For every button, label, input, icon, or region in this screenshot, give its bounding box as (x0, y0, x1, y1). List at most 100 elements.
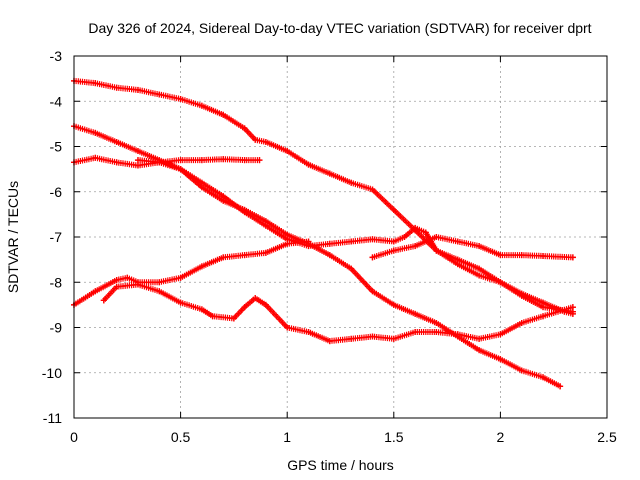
data-point (497, 356, 504, 363)
data-point (220, 193, 227, 200)
data-point (220, 111, 227, 118)
y-tick-label: -9 (50, 320, 63, 336)
data-point (262, 222, 269, 229)
series-sat-g (369, 234, 576, 261)
data-point (540, 374, 547, 381)
data-point (476, 265, 483, 272)
data-point (497, 252, 504, 259)
data-point (177, 157, 184, 164)
data-point (262, 301, 269, 308)
data-point (369, 333, 376, 340)
data-point (177, 274, 184, 281)
data-point (348, 179, 355, 186)
x-tick-label: 2 (497, 429, 505, 445)
data-point (220, 156, 227, 163)
data-point (422, 229, 429, 236)
data-point (241, 209, 248, 216)
data-point (305, 329, 312, 336)
data-point (241, 125, 248, 132)
x-tick-label: 1 (283, 429, 291, 445)
y-tick-label: -5 (50, 139, 63, 155)
data-point (348, 335, 355, 342)
data-point (113, 276, 120, 283)
data-point (348, 265, 355, 272)
data-point (124, 274, 131, 281)
data-point (156, 159, 163, 166)
x-tick-label: 0 (70, 429, 78, 445)
data-point (433, 319, 440, 326)
data-point (241, 157, 248, 164)
data-point (198, 157, 205, 164)
data-point (134, 281, 141, 288)
data-point (412, 329, 419, 336)
data-point (390, 206, 397, 213)
x-tick-label: 2.5 (597, 429, 617, 445)
data-point (518, 319, 525, 326)
data-point (326, 170, 333, 177)
data-point (113, 138, 120, 145)
data-point (369, 236, 376, 243)
plus-markers (71, 154, 263, 169)
data-point (433, 234, 440, 240)
data-point (156, 288, 163, 295)
data-point (497, 331, 504, 338)
data-point (100, 297, 107, 304)
series-sat-c (71, 154, 263, 169)
data-point (134, 148, 141, 155)
data-point (401, 234, 408, 240)
data-point (113, 84, 120, 91)
data-point (252, 295, 259, 302)
axis-ticks: 0 0.5 1 1.5 2 2.5 -3 -4 -5 -6 -7 -8 -9 -10 -11 (42, 48, 617, 445)
data-point (156, 91, 163, 98)
data-point (92, 154, 99, 161)
data-point (134, 162, 141, 169)
data-point (557, 383, 564, 390)
data-point (262, 249, 269, 256)
data-point (497, 279, 504, 286)
data-point (390, 247, 397, 254)
data-point (433, 247, 440, 254)
data-point (241, 252, 248, 259)
data-point (92, 288, 99, 295)
y-tick-label: -3 (50, 48, 63, 64)
data-point (390, 301, 397, 308)
data-point (252, 136, 259, 143)
data-point (476, 243, 483, 250)
data-point (433, 329, 440, 336)
x-tick-label: 1.5 (384, 429, 404, 445)
data-point (92, 80, 99, 87)
data-point (369, 186, 376, 193)
data-point (518, 252, 525, 259)
data-point (569, 254, 576, 261)
data-point (284, 324, 291, 331)
data-point (305, 238, 312, 245)
y-axis-label: SDTVAR / TECUs (5, 181, 21, 293)
data-point (390, 238, 397, 245)
data-point (540, 304, 547, 311)
data-point (326, 240, 333, 247)
data-point (476, 335, 483, 342)
data-point (134, 157, 141, 164)
data-point (390, 335, 397, 342)
data-point (305, 161, 312, 168)
y-tick-label: -11 (43, 410, 62, 426)
x-tick-label: 0.5 (171, 429, 191, 445)
y-tick-label: -7 (50, 229, 63, 245)
data-point (198, 306, 205, 313)
data-point (326, 252, 333, 259)
data-point (241, 304, 248, 311)
data-point (454, 331, 461, 338)
data-point (230, 315, 237, 322)
data-point (569, 304, 576, 311)
data-point (92, 129, 99, 136)
data-point (518, 367, 525, 374)
y-tick-label: -10 (42, 365, 62, 381)
data-point (134, 86, 141, 93)
data-point (113, 283, 120, 290)
series-sat-e (71, 238, 312, 308)
y-tick-label: -6 (50, 184, 63, 200)
data-point (412, 243, 419, 250)
data-point (476, 272, 483, 279)
